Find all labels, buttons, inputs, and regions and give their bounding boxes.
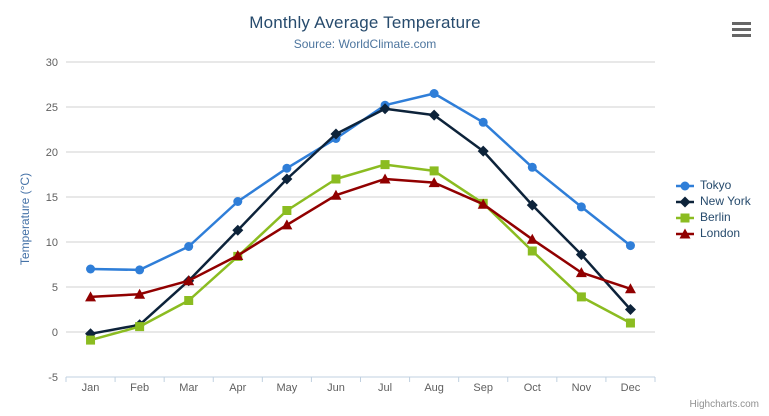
y-axis-label: 15 — [46, 192, 58, 204]
data-point-berlin[interactable] — [625, 318, 635, 328]
square-marker-icon — [676, 213, 694, 222]
x-axis-label: Nov — [572, 382, 592, 394]
legend-item-berlin[interactable]: Berlin — [675, 210, 751, 225]
data-point-london[interactable] — [134, 288, 146, 299]
x-axis-label: Dec — [621, 382, 641, 394]
data-point-new-york[interactable] — [575, 249, 587, 261]
data-point-berlin[interactable] — [576, 292, 586, 302]
data-point-new-york[interactable] — [379, 103, 391, 115]
data-point-london[interactable] — [183, 275, 195, 286]
series-line-new-york[interactable] — [89, 107, 632, 336]
series-line-london[interactable] — [89, 177, 632, 299]
x-axis-label: Jul — [378, 382, 392, 394]
data-point-tokyo[interactable] — [184, 242, 194, 251]
data-point-london[interactable] — [330, 189, 342, 200]
circle-marker-icon — [676, 181, 694, 190]
legend: Tokyo New York Berlin London — [675, 178, 751, 241]
x-axis-label: Jan — [82, 382, 100, 394]
data-point-london[interactable] — [575, 267, 587, 278]
x-axis-label: Sep — [473, 382, 493, 394]
chart-subtitle: Source: WorldClimate.com — [293, 37, 437, 51]
y-axis-label: -5 — [48, 372, 58, 384]
y-axis-label: 5 — [52, 282, 58, 294]
data-point-tokyo[interactable] — [576, 202, 586, 212]
data-point-new-york[interactable] — [281, 173, 293, 185]
credits-link[interactable]: Highcharts.com — [689, 399, 759, 410]
data-point-tokyo[interactable] — [233, 197, 243, 206]
data-point-tokyo[interactable] — [86, 264, 96, 274]
data-point-new-york[interactable] — [232, 224, 244, 236]
data-point-tokyo[interactable] — [429, 89, 439, 98]
circle-marker — [680, 181, 690, 190]
data-point-tokyo[interactable] — [478, 117, 488, 127]
diamond-marker-icon — [676, 196, 694, 207]
data-point-berlin[interactable] — [331, 174, 341, 184]
y-axis-label: 10 — [46, 237, 58, 249]
data-point-london[interactable] — [379, 173, 391, 184]
x-axis-label: Aug — [424, 382, 444, 394]
data-point-tokyo[interactable] — [282, 163, 292, 173]
y-axis-label: 0 — [52, 327, 58, 339]
y-axis-label: 20 — [46, 147, 58, 159]
data-point-tokyo[interactable] — [527, 162, 537, 172]
data-point-new-york[interactable] — [624, 304, 636, 315]
x-axis-label: Jun — [327, 382, 345, 394]
data-point-london[interactable] — [526, 233, 538, 244]
chart-title: Monthly Average Temperature — [249, 13, 481, 32]
data-point-london[interactable] — [428, 177, 440, 188]
data-point-berlin[interactable] — [184, 296, 194, 305]
data-point-london[interactable] — [624, 283, 636, 294]
data-point-new-york[interactable] — [330, 128, 342, 140]
legend-item-new-york[interactable]: New York — [675, 194, 751, 209]
x-axis-label: Oct — [524, 382, 541, 394]
y-axis-label: 25 — [46, 102, 58, 114]
data-point-london[interactable] — [477, 198, 489, 209]
triangle-marker-icon — [676, 228, 694, 238]
legend-item-london[interactable]: London — [675, 226, 751, 241]
y-axis-label: 30 — [46, 57, 58, 69]
data-point-tokyo[interactable] — [135, 265, 145, 275]
data-point-new-york[interactable] — [477, 145, 489, 157]
x-axis-label: May — [276, 382, 297, 394]
x-axis-label: Feb — [130, 382, 149, 394]
data-point-berlin[interactable] — [135, 322, 145, 332]
data-point-berlin[interactable] — [527, 246, 537, 256]
series-line-berlin[interactable] — [89, 163, 632, 342]
data-point-london[interactable] — [232, 250, 244, 260]
data-point-new-york[interactable] — [428, 109, 440, 121]
data-point-berlin[interactable] — [429, 166, 439, 176]
data-point-berlin[interactable] — [86, 335, 96, 345]
data-point-berlin[interactable] — [380, 160, 390, 170]
legend-label: Berlin — [700, 210, 731, 224]
hamburger-menu-icon[interactable] — [732, 22, 751, 37]
data-point-tokyo[interactable] — [625, 241, 635, 251]
x-axis-label: Apr — [229, 382, 246, 394]
legend-label: New York — [700, 194, 751, 208]
series-line-tokyo[interactable] — [89, 92, 632, 272]
diamond-marker — [679, 196, 691, 207]
legend-label: London — [700, 226, 741, 240]
data-point-new-york[interactable] — [526, 199, 538, 211]
x-axis-label: Mar — [179, 382, 198, 394]
legend-item-tokyo[interactable]: Tokyo — [675, 178, 751, 193]
data-point-berlin[interactable] — [282, 206, 292, 215]
square-marker — [680, 213, 690, 222]
triangle-marker — [679, 228, 691, 238]
data-point-london[interactable] — [85, 291, 97, 302]
legend-label: Tokyo — [700, 178, 732, 192]
data-point-london[interactable] — [281, 219, 293, 230]
